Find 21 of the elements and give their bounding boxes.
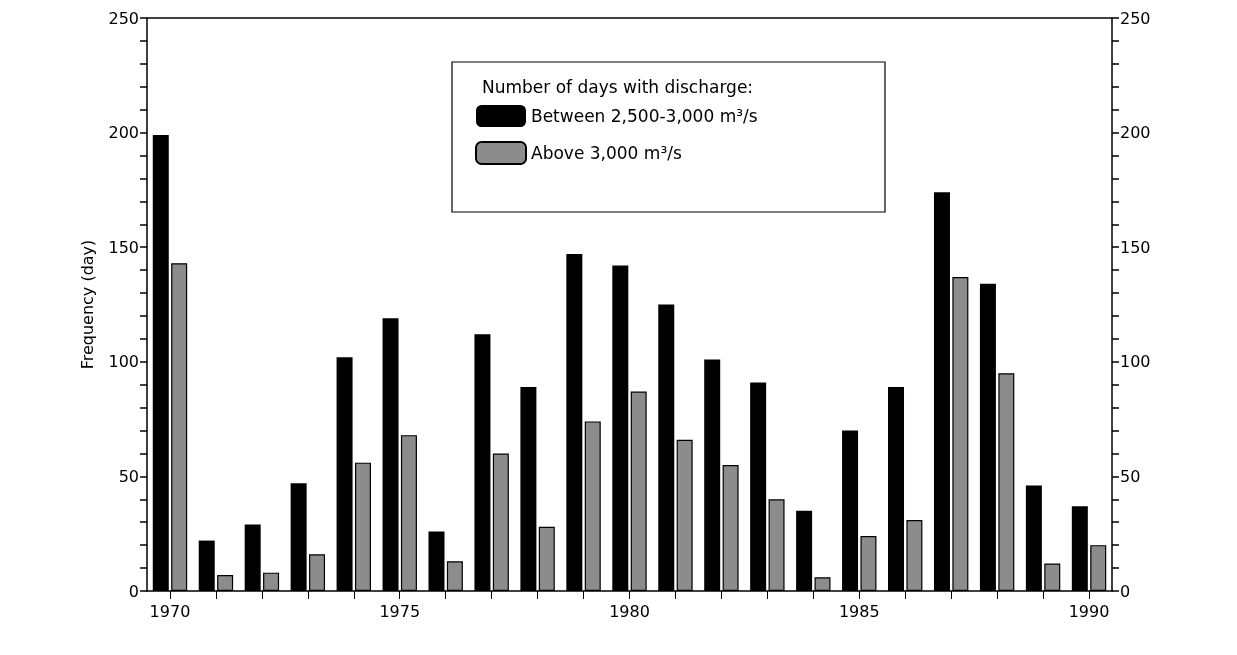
legend-label: Above 3,000 m³/s	[531, 143, 682, 163]
legend-label: Between 2,500-3,000 m³/s	[531, 106, 758, 126]
y2-tick-label: 150	[1120, 237, 1151, 257]
y2-tick-label: 250	[1120, 8, 1151, 28]
y-tick-label: 0	[128, 581, 139, 601]
x-tick-label: 1985	[838, 601, 880, 621]
y-axis-title: Frequency (day)	[77, 239, 97, 370]
x-tick-label: 1990	[1068, 601, 1110, 621]
x-tick-label: 1975	[379, 601, 421, 621]
y-tick-label: 50	[118, 466, 139, 486]
y-tick-label: 200	[108, 123, 139, 143]
y-tick-label: 150	[108, 237, 139, 257]
legend-title: Number of days with discharge:	[482, 76, 754, 97]
x-tick-label: 1980	[609, 601, 650, 621]
y2-tick-label: 50	[1120, 466, 1141, 486]
y2-tick-label: 100	[1120, 352, 1151, 372]
y2-tick-label: 200	[1120, 123, 1151, 143]
y2-tick-label: 0	[1120, 581, 1131, 601]
y-tick-label: 100	[108, 352, 139, 372]
y-tick-label: 250	[108, 8, 139, 28]
x-tick-label: 1970	[149, 601, 191, 621]
